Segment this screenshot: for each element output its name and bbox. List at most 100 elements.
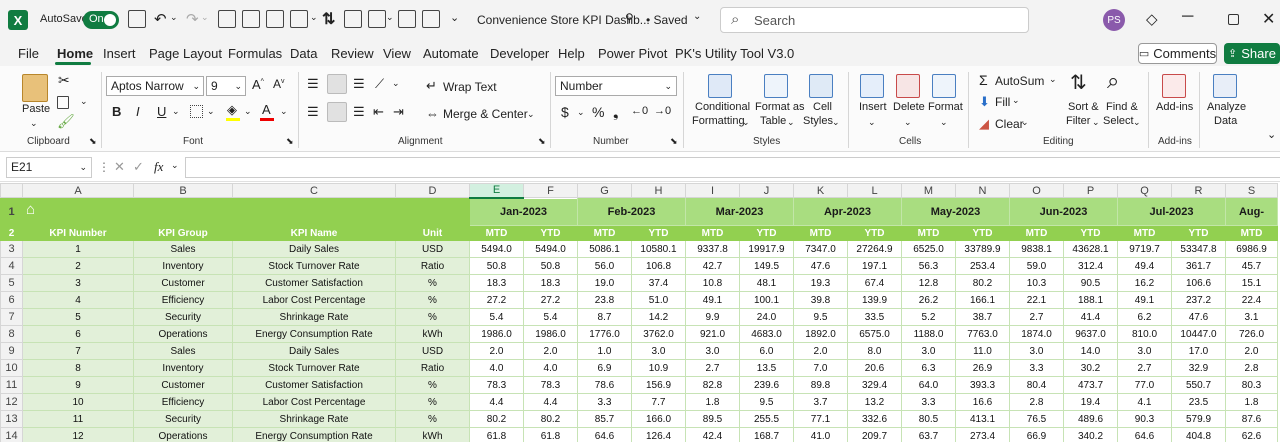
add-ins-label[interactable]: Add-ins (1156, 101, 1194, 113)
period-header[interactable]: YTD (1171, 225, 1226, 241)
table-cell-value[interactable]: 473.7 (1063, 376, 1118, 394)
table-cell-value[interactable]: 62.6 (1225, 427, 1278, 442)
table-cell-value[interactable]: 5086.1 (577, 240, 632, 258)
find-label-1[interactable]: Find & (1106, 101, 1138, 113)
format-as-table-icon[interactable] (764, 74, 788, 98)
month-header[interactable]: Aug- (1225, 197, 1278, 226)
table-cell-value[interactable]: 9.9 (685, 308, 740, 326)
close-icon[interactable]: ✕ (1262, 11, 1276, 28)
table-cell-label[interactable]: Efficiency (133, 393, 233, 411)
table-cell-value[interactable]: 2.7 (1117, 359, 1172, 377)
table-cell-value[interactable]: 6.2 (1117, 308, 1172, 326)
row-header[interactable]: 5 (0, 274, 23, 292)
decrease-font-icon[interactable]: Av (273, 77, 285, 91)
table-cell-value[interactable]: 139.9 (847, 291, 902, 309)
table-cell-value[interactable]: 41.4 (1063, 308, 1118, 326)
column-header-j[interactable]: J (739, 183, 794, 198)
month-header[interactable]: Apr-2023 (793, 197, 902, 226)
table-cell-value[interactable]: 1892.0 (793, 325, 848, 343)
conditional-formatting-icon[interactable] (708, 74, 732, 98)
table-cell-label[interactable]: Security (133, 410, 233, 428)
table-cell-label[interactable]: Stock Turnover Rate (232, 359, 396, 377)
add-ins-icon[interactable] (1162, 74, 1186, 98)
table-cell-value[interactable]: 9838.1 (1009, 240, 1064, 258)
table-cell-value[interactable]: 20.6 (847, 359, 902, 377)
insert-label[interactable]: Insert (859, 101, 887, 113)
conditional-label-1[interactable]: Conditional (695, 101, 751, 113)
table-cell-value[interactable]: 82.8 (685, 376, 740, 394)
table-cell-value[interactable]: 19917.9 (739, 240, 794, 258)
period-header[interactable]: YTD (523, 225, 578, 241)
column-header-o[interactable]: O (1009, 183, 1064, 198)
chart-qat-icon[interactable] (422, 10, 440, 28)
find-select-icon[interactable]: ⌕ (1107, 68, 1120, 93)
table-cell-value[interactable]: 9.5 (739, 393, 794, 411)
table-cell-value[interactable]: 56.0 (577, 257, 632, 275)
minimize-icon[interactable]: ─ (1182, 8, 1194, 25)
table-cell-value[interactable]: 53347.8 (1171, 240, 1226, 258)
table-cell-value[interactable]: 8.7 (577, 308, 632, 326)
table-cell-value[interactable]: 38.7 (955, 308, 1010, 326)
number-launcher-icon[interactable]: ⬊ (670, 136, 678, 146)
avatar[interactable]: PS (1103, 9, 1125, 31)
table-cell-value[interactable]: 100.1 (739, 291, 794, 309)
table-cell-value[interactable]: 8.0 (847, 342, 902, 360)
decrease-indent-icon[interactable]: ⇤ (373, 104, 384, 119)
table-cell-value[interactable]: 3762.0 (631, 325, 686, 343)
table-cell-value[interactable]: 85.7 (577, 410, 632, 428)
table-cell-value[interactable]: 1986.0 (523, 325, 578, 343)
increase-decimal-icon[interactable]: ←0 (631, 105, 649, 117)
table-cell-value[interactable]: 1986.0 (469, 325, 524, 343)
analyze-data-icon[interactable] (1213, 74, 1237, 98)
period-header[interactable]: YTD (1063, 225, 1118, 241)
table-cell-value[interactable]: 27.2 (469, 291, 524, 309)
table-cell-value[interactable]: 6986.9 (1225, 240, 1278, 258)
table-cell-label[interactable]: 8 (22, 359, 134, 377)
table-cell-label[interactable]: 3 (22, 274, 134, 292)
share-button[interactable]: ⇪ Share (1224, 43, 1280, 64)
column-header-r[interactable]: R (1171, 183, 1226, 198)
tab-developer[interactable]: Developer (490, 46, 550, 61)
period-header[interactable]: MTD (469, 225, 524, 241)
table-cell-value[interactable]: 78.6 (577, 376, 632, 394)
increase-indent-icon[interactable]: ⇥ (393, 104, 404, 119)
function-dropdown-icon[interactable]: ⌄ (171, 160, 179, 170)
column-header-n[interactable]: N (955, 183, 1010, 198)
table-cell-value[interactable]: 14.2 (631, 308, 686, 326)
table-cell-label[interactable]: Sales (133, 240, 233, 258)
table-cell-value[interactable]: 11.0 (955, 342, 1010, 360)
borders-icon[interactable] (190, 105, 203, 118)
table-cell-value[interactable]: 579.9 (1171, 410, 1226, 428)
table-cell-value[interactable]: 67.4 (847, 274, 902, 292)
grid-qat-icon[interactable] (368, 10, 386, 28)
orientation-icon[interactable]: ⟋ (375, 76, 385, 91)
table-cell-value[interactable]: 64.0 (901, 376, 956, 394)
fill-down-icon[interactable]: ⬇ (979, 94, 990, 109)
table-cell-value[interactable]: 64.6 (577, 427, 632, 442)
table-cell-value[interactable]: 49.1 (685, 291, 740, 309)
table-cell-value[interactable]: 77.1 (793, 410, 848, 428)
table-cell-value[interactable]: 1188.0 (901, 325, 956, 343)
table-cell-label[interactable]: Operations (133, 325, 233, 343)
row-header[interactable]: 13 (0, 410, 23, 428)
currency-icon[interactable]: $ (561, 104, 569, 120)
table-cell-value[interactable]: 9637.0 (1063, 325, 1118, 343)
row-header[interactable]: 4 (0, 257, 23, 275)
title-block[interactable] (22, 197, 470, 226)
month-header[interactable]: Mar-2023 (685, 197, 794, 226)
table-cell-value[interactable]: 3.0 (1009, 342, 1064, 360)
period-header[interactable]: MTD (577, 225, 632, 241)
table-cell-value[interactable]: 80.4 (1009, 376, 1064, 394)
table-cell-value[interactable]: 209.7 (847, 427, 902, 442)
table-cell-value[interactable]: 3.3 (901, 393, 956, 411)
table-cell-value[interactable]: 329.4 (847, 376, 902, 394)
table-cell-value[interactable]: 197.1 (847, 257, 902, 275)
period-header[interactable]: YTD (739, 225, 794, 241)
decrease-decimal-icon[interactable]: →0 (654, 105, 672, 117)
table-cell-value[interactable]: 78.3 (523, 376, 578, 394)
column-header-i[interactable]: I (685, 183, 740, 198)
table-cell-value[interactable]: 78.3 (469, 376, 524, 394)
table-cell-value[interactable]: 33789.9 (955, 240, 1010, 258)
undo-icon[interactable]: ↶ (154, 11, 167, 28)
column-header-a[interactable]: A (22, 183, 134, 198)
